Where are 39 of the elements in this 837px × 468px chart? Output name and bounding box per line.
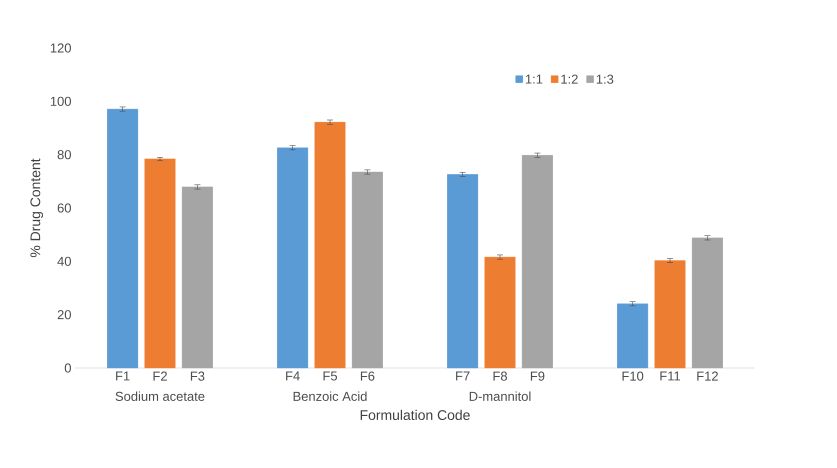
text: F7 bbox=[456, 372, 470, 380]
text: F4 bbox=[286, 372, 300, 380]
y-axis-title: % Drug Content bbox=[30, 158, 44, 258]
text: F5 bbox=[324, 372, 338, 381]
y-tick-label: 60 bbox=[58, 203, 71, 213]
text: F1 bbox=[116, 372, 130, 380]
text: F12 bbox=[697, 372, 718, 381]
y-tick-label: 40 bbox=[57, 256, 71, 266]
bar bbox=[522, 155, 553, 368]
y-tick-label: 80 bbox=[58, 150, 71, 160]
bar bbox=[182, 186, 213, 368]
bar bbox=[692, 238, 723, 368]
text: F6 bbox=[360, 372, 374, 381]
bar bbox=[654, 260, 686, 368]
text: F10 bbox=[622, 372, 644, 381]
legend-label: 1:3 bbox=[596, 74, 614, 84]
legend-label: 1:1 bbox=[526, 74, 542, 84]
text: F9 bbox=[530, 372, 544, 381]
text: F8 bbox=[494, 372, 507, 381]
x-tick-label: D-mannitol bbox=[470, 391, 530, 401]
x-tick-label: Sodium acetate bbox=[116, 391, 204, 401]
bar bbox=[447, 174, 478, 368]
y-tick-label: 0 bbox=[64, 363, 71, 373]
y-tick-label: 100 bbox=[50, 96, 71, 106]
bar bbox=[277, 148, 308, 368]
bar bbox=[144, 158, 176, 368]
bar bbox=[352, 172, 383, 368]
x-axis-title: Formulation Code bbox=[360, 410, 470, 420]
bar bbox=[484, 256, 516, 368]
bar bbox=[617, 304, 648, 368]
legend-label: 1:2 bbox=[561, 74, 578, 84]
text: F3 bbox=[190, 372, 204, 381]
y-tick-label: 20 bbox=[58, 310, 71, 320]
bar bbox=[107, 108, 138, 368]
text: F11 bbox=[660, 372, 680, 380]
text: F2 bbox=[154, 372, 167, 381]
x-tick-label: Benzoic Acid bbox=[294, 391, 367, 401]
y-tick-label: 120 bbox=[50, 43, 71, 53]
bar bbox=[314, 122, 346, 368]
